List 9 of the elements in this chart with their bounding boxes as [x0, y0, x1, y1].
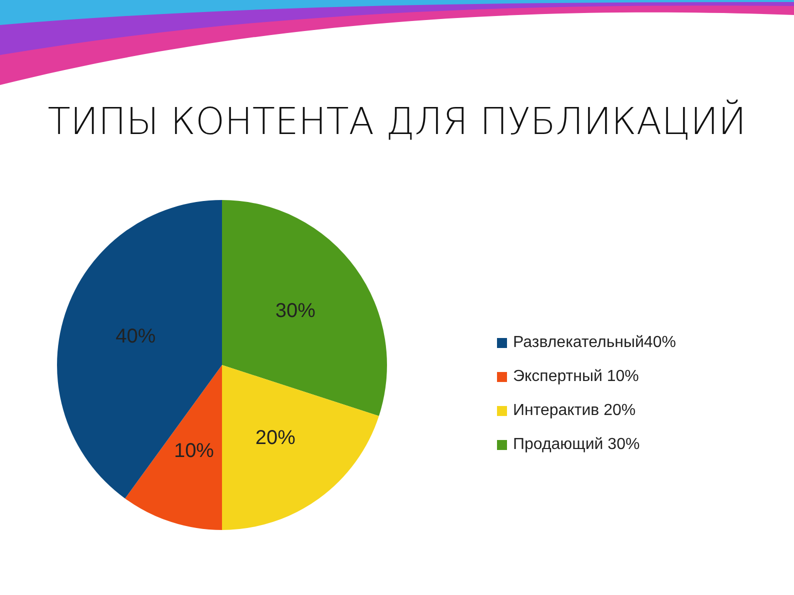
data-label: 40% — [116, 325, 156, 348]
legend-label: Экспертный 10% — [513, 368, 639, 386]
data-label: 10% — [174, 440, 214, 462]
data-label: 30% — [275, 300, 316, 322]
legend-label: Интерактив 20% — [513, 402, 636, 420]
data-label: 20% — [255, 426, 296, 449]
legend-label: Продающий 30% — [513, 436, 640, 454]
chart-title: ТИПЫ КОНТЕНТА ДЛЯ ПУБЛИКАЦИЙ — [46, 100, 748, 143]
legend-label: Развлекательный40% — [513, 334, 676, 352]
